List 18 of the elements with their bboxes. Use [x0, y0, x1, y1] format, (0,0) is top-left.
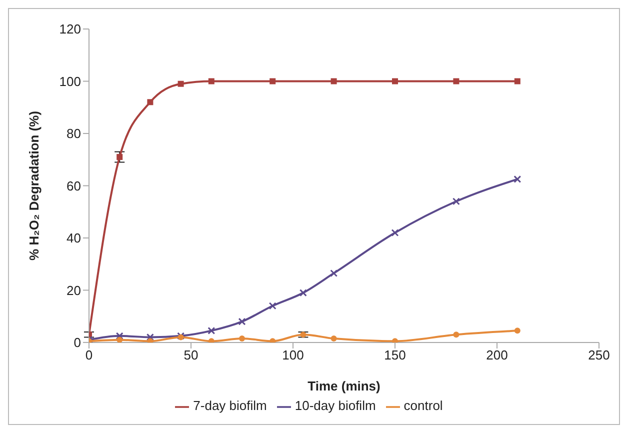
- x-tick-label: 200: [486, 348, 508, 363]
- y-tick-label: 0: [74, 335, 81, 350]
- y-tick-label: 60: [66, 178, 81, 194]
- y-tick-label: 40: [66, 230, 81, 246]
- x-tick-label: 0: [85, 348, 93, 363]
- x-axis-title: Time (mins): [308, 378, 380, 394]
- x-tick-label: 250: [588, 348, 610, 363]
- y-tick-label: 100: [59, 74, 81, 89]
- legend-label: 10-day biofilm: [294, 398, 376, 414]
- y-axis-title: % H₂O₂ Degradation (%): [26, 110, 42, 260]
- legend-label: 7-day biofilm: [193, 398, 267, 414]
- x-tick-label: 50: [184, 348, 198, 363]
- x-tick-label: 150: [384, 348, 406, 363]
- y-tick-label: 80: [66, 126, 81, 142]
- y-tick-label: 120: [59, 22, 81, 37]
- x-tick-label: 100: [282, 348, 304, 363]
- legend-label: control: [404, 398, 443, 414]
- y-tick-label: 20: [66, 282, 81, 298]
